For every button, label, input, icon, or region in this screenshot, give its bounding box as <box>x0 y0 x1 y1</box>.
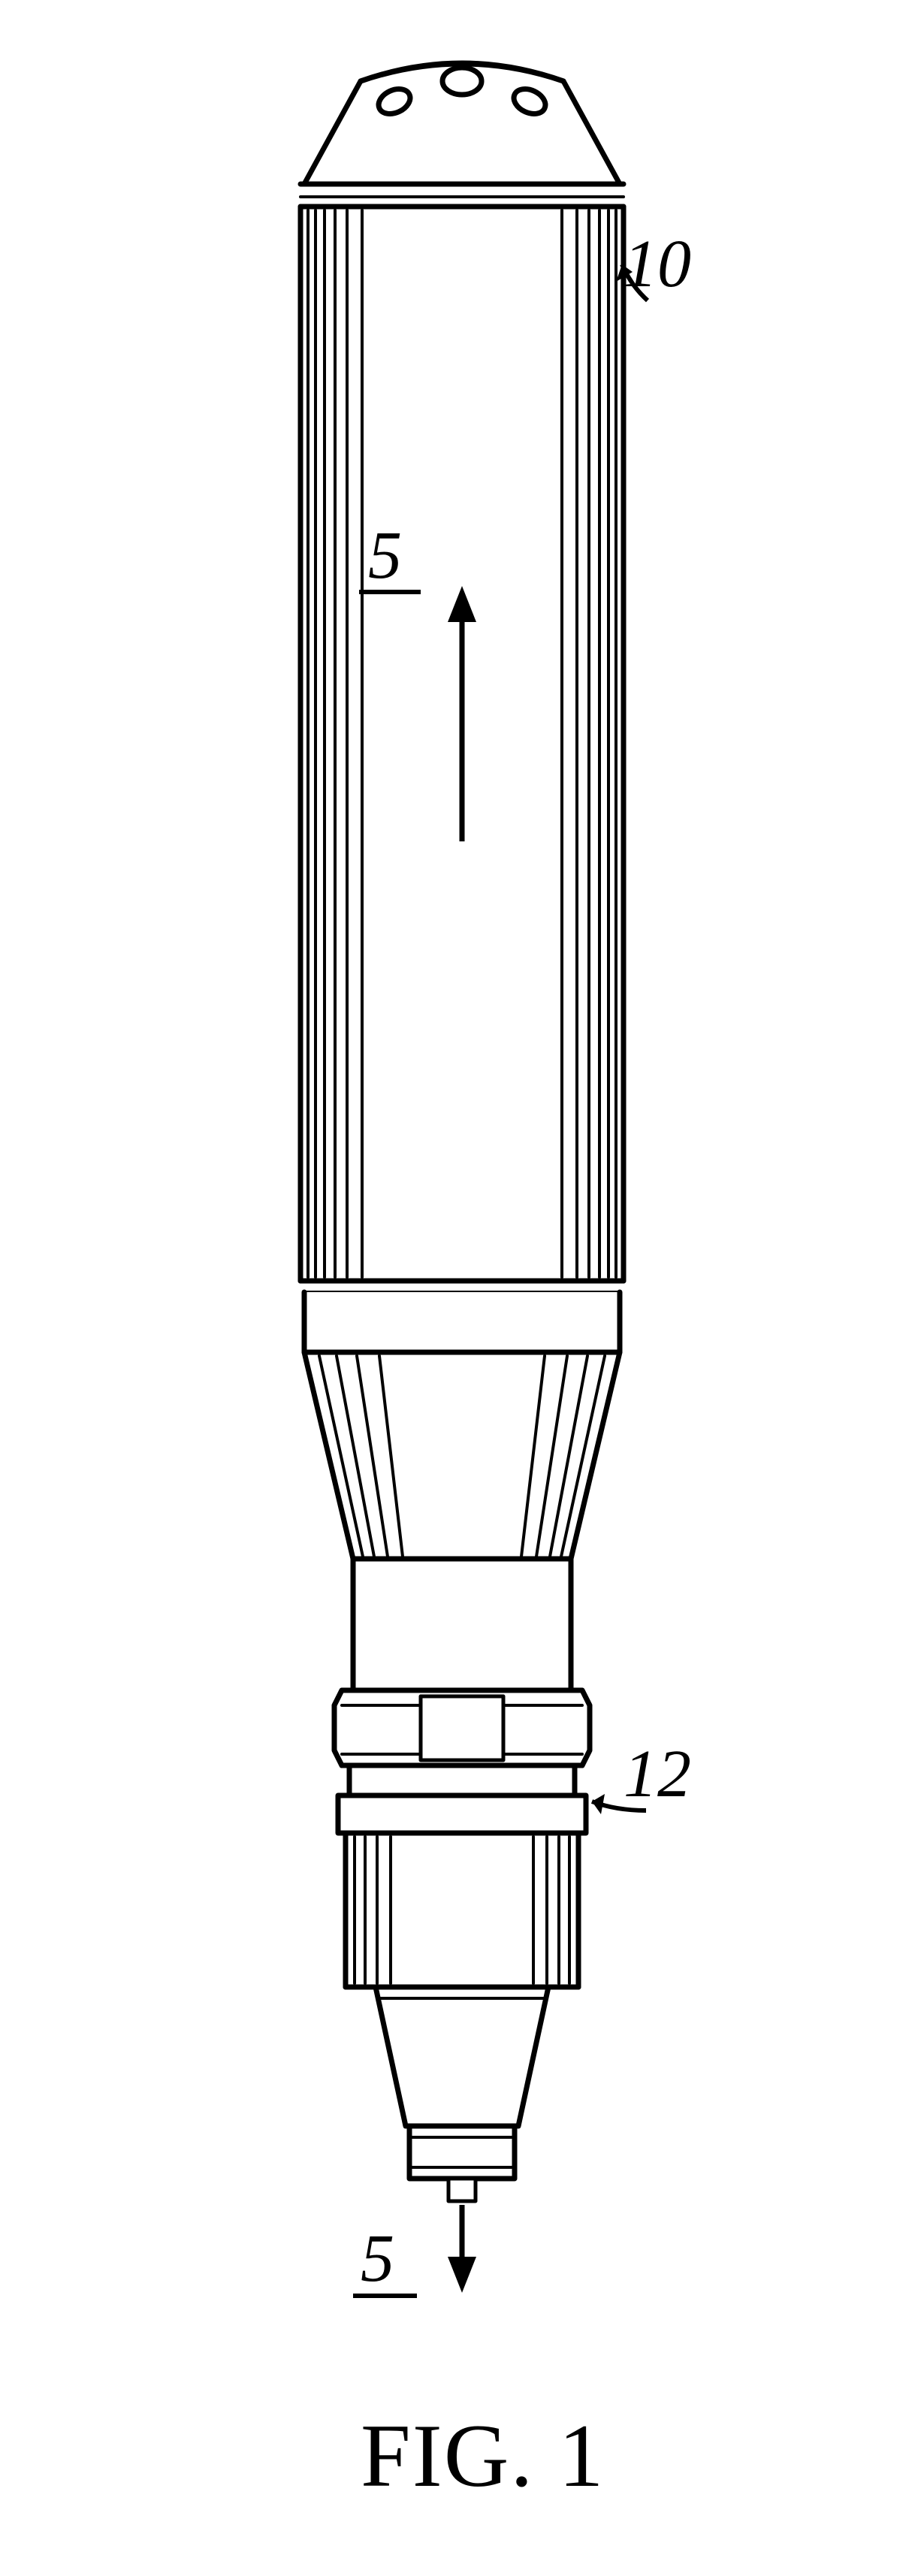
figure-1-drawing <box>0 0 924 2576</box>
ref-label-12: 12 <box>624 1735 691 1813</box>
figure-label: FIG. 1 <box>361 2404 605 2508</box>
ref-label-5-bottom: 5 <box>361 2220 394 2297</box>
ref-label-5-top: 5 <box>368 517 402 594</box>
page: 10 12 5 5 FIG. 1 <box>0 0 924 2576</box>
ref-label-10: 10 <box>624 225 691 303</box>
